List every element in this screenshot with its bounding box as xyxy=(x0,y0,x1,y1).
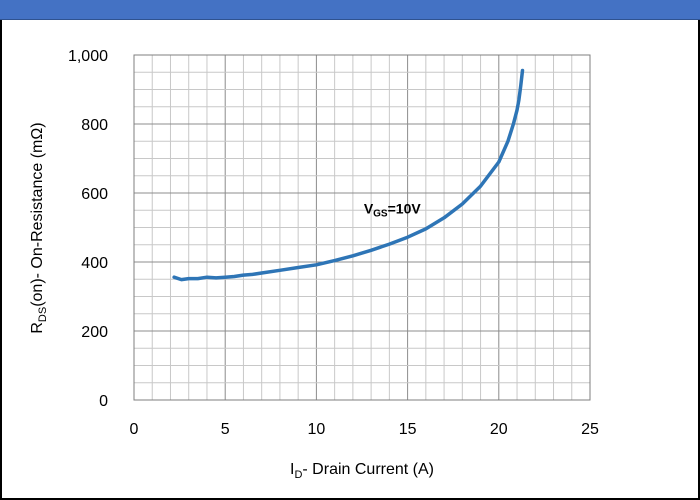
y-tick-label: 400 xyxy=(81,255,108,272)
plot-area-border xyxy=(133,54,591,401)
x-tick-label: 25 xyxy=(581,421,599,438)
x-axis-title: ID- Drain Current (A) xyxy=(290,461,434,481)
y-tick-label: 600 xyxy=(81,186,108,203)
x-tick-label: 0 xyxy=(130,421,139,438)
x-tick-labels: 0 5 10 15 20 25 xyxy=(130,421,599,438)
y-tick-label: 1,000 xyxy=(68,48,108,65)
y-tick-label: 0 xyxy=(99,393,108,410)
x-tick-label: 15 xyxy=(399,421,417,438)
grid-lines xyxy=(134,55,590,400)
series-line-vgs-10v xyxy=(172,68,525,282)
x-tick-label: 20 xyxy=(490,421,508,438)
y-tick-label: 800 xyxy=(81,117,108,134)
x-tick-label: 10 xyxy=(308,421,326,438)
y-tick-labels: 0 200 400 600 800 1,000 xyxy=(68,48,108,410)
header-bar xyxy=(0,0,700,20)
x-tick-label: 5 xyxy=(221,421,230,438)
annotation-vgs: VGS=10V xyxy=(364,201,422,220)
y-tick-label: 200 xyxy=(81,324,108,341)
y-axis-title: RDS(on)- On-Resistance (mΩ) xyxy=(29,122,49,333)
